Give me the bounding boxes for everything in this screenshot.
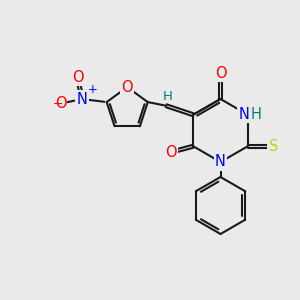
- Text: H: H: [250, 107, 261, 122]
- Text: H: H: [163, 90, 173, 103]
- Text: N: N: [215, 154, 226, 169]
- Text: O: O: [72, 70, 83, 85]
- Text: O: O: [55, 96, 66, 111]
- Text: O: O: [122, 80, 133, 94]
- Text: O: O: [215, 66, 226, 81]
- Text: +: +: [88, 83, 98, 96]
- Text: N: N: [76, 92, 88, 106]
- Text: S: S: [268, 139, 278, 154]
- Text: N: N: [238, 107, 249, 122]
- Text: −: −: [53, 98, 64, 111]
- Text: O: O: [165, 145, 176, 160]
